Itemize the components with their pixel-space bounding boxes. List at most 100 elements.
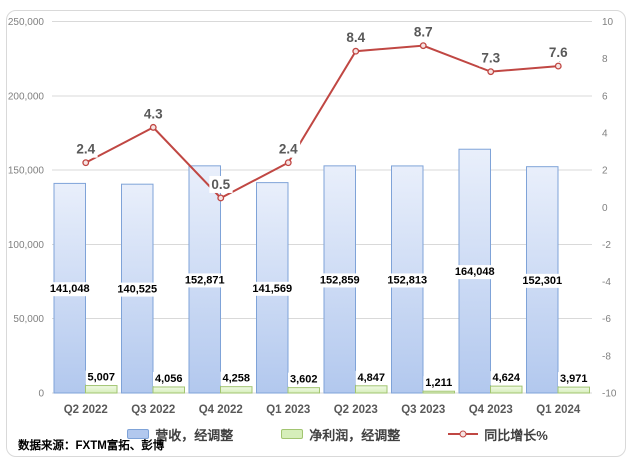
- net-profit-bar: [490, 385, 523, 394]
- revenue-value-label-backing: [452, 265, 497, 280]
- yoy-point-marker: [82, 159, 90, 167]
- chart-legend: 营收，经调整 净利润，经调整 同比增长%: [0, 424, 635, 444]
- legend-item-yoy-growth: 同比增长%: [448, 425, 548, 444]
- yoy-point-label: 0.5: [211, 177, 230, 192]
- yoy-point-marker: [284, 159, 292, 167]
- revenue-value-label-backing: [115, 282, 160, 297]
- net-profit-value-label-backing: [355, 370, 388, 385]
- right-axis-tick: -10: [602, 389, 617, 400]
- net-profit-value-label-backing: [287, 372, 320, 387]
- left-axis-tick: 250,000: [8, 17, 45, 28]
- net-profit-value-label-backing: [152, 371, 185, 386]
- left-axis-tick: 0: [38, 389, 44, 400]
- net-profit-value-label: 3,971: [560, 373, 588, 385]
- revenue-value-label: 141,569: [252, 283, 292, 295]
- revenue-value-label-backing: [385, 273, 430, 288]
- legend-label-revenue: 营收，经调整: [155, 427, 234, 443]
- yoy-point-label: 4.3: [144, 106, 163, 121]
- x-axis-label: Q4 2023: [469, 404, 513, 416]
- yoy-point-label: 8.7: [414, 25, 433, 40]
- net-profit-bar: [85, 385, 118, 394]
- yoy-growth-line: [85, 44, 559, 200]
- net-profit-value-label: 3,602: [290, 374, 318, 386]
- net-profit-bar: [287, 387, 320, 394]
- left-axis-tick: 200,000: [8, 91, 45, 102]
- x-axis-label: Q3 2023: [401, 404, 445, 416]
- right-axis-tick: -4: [602, 277, 611, 288]
- yoy-point-label-backing: [141, 105, 166, 123]
- right-axis-tick: 0: [602, 203, 608, 214]
- net-profit-bar: [355, 385, 388, 394]
- revenue-value-label-backing: [250, 281, 295, 296]
- x-axis-label: Q4 2022: [199, 404, 243, 416]
- revenue-value-label: 152,813: [387, 274, 427, 286]
- yoy-point-label-backing: [546, 44, 571, 62]
- revenue-value-label: 152,301: [522, 275, 562, 287]
- net-profit-value-label: 5,007: [87, 372, 115, 384]
- left-axis-tick: 100,000: [8, 240, 45, 251]
- yoy-point-label: 8.4: [346, 30, 365, 45]
- data-source-note: 数据来源：FXTM富拓、彭博: [18, 440, 165, 452]
- right-axis-tick: 6: [602, 91, 608, 102]
- right-axis-tick: -8: [602, 351, 611, 362]
- yoy-point-marker: [419, 42, 427, 50]
- revenue-value-label-backing: [317, 273, 362, 288]
- net-profit-bar: [220, 386, 253, 394]
- yoy-point-label: 2.4: [76, 142, 95, 157]
- yoy-point-marker: [217, 194, 225, 202]
- revenue-value-label-backing: [520, 273, 565, 288]
- yoy-point-marker: [149, 123, 157, 131]
- yoy-point-label-backing: [411, 23, 435, 41]
- x-axis-label: Q2 2023: [334, 404, 378, 416]
- right-axis-tick: 2: [602, 166, 608, 177]
- right-axis-tick: -2: [602, 240, 611, 251]
- revenue-value-label: 141,048: [50, 283, 90, 295]
- yoy-point-label-backing: [209, 175, 233, 193]
- yoy-point-label: 7.3: [481, 51, 500, 66]
- net-profit-value-label-backing: [557, 372, 590, 387]
- right-axis-tick: 10: [602, 17, 614, 28]
- right-axis-tick: -6: [602, 314, 611, 325]
- yoy-line-swatch-icon: [448, 429, 479, 439]
- right-axis-tick: 8: [602, 54, 608, 65]
- net-profit-value-label: 4,847: [357, 372, 385, 384]
- net-profit-value-label-backing: [85, 370, 118, 385]
- revenue-value-label: 152,871: [185, 274, 225, 286]
- left-axis-tick: 150,000: [8, 166, 45, 177]
- yoy-point-label-backing: [479, 49, 503, 67]
- net-profit-bar-swatch-icon: [281, 429, 304, 439]
- net-profit-bar: [152, 386, 185, 394]
- yoy-point-marker: [487, 68, 495, 76]
- net-profit-value-label: 4,056: [155, 373, 183, 385]
- x-axis-label: Q1 2023: [266, 404, 310, 416]
- net-profit-value-label: 4,258: [222, 373, 250, 385]
- net-profit-value-label: 1,211: [425, 377, 452, 389]
- legend-item-revenue: 营收，经调整: [127, 425, 233, 444]
- net-profit-value-label-backing: [490, 371, 523, 386]
- x-axis-label: Q1 2024: [536, 404, 581, 416]
- yoy-point-marker: [352, 47, 360, 55]
- yoy-point-label-backing: [344, 29, 368, 47]
- yoy-point-label: 2.4: [279, 142, 298, 157]
- x-axis-label: Q2 2022: [64, 404, 108, 416]
- revenue-value-label-backing: [47, 282, 92, 297]
- revenue-value-label: 152,859: [320, 274, 360, 286]
- yoy-point-label-backing: [74, 140, 98, 158]
- revenue-bar-swatch-icon: [127, 429, 150, 439]
- net-profit-value-label: 4,624: [492, 372, 520, 384]
- right-axis-tick: 4: [602, 128, 608, 139]
- x-axis-label: Q3 2022: [131, 404, 175, 416]
- left-axis-tick: 50,000: [13, 314, 44, 325]
- net-profit-bar: [422, 390, 455, 394]
- yoy-point-label-backing: [276, 140, 301, 158]
- legend-label-yoy-growth: 同比增长%: [484, 427, 548, 443]
- net-profit-value-label-backing: [220, 371, 253, 386]
- net-profit-bar: [557, 386, 590, 394]
- revenue-value-label: 140,525: [117, 284, 157, 296]
- yoy-point-marker: [554, 62, 562, 70]
- net-profit-value-label-backing: [423, 376, 455, 391]
- yoy-point-label: 7.6: [549, 45, 568, 60]
- legend-item-net-profit: 净利润，经调整: [281, 425, 400, 444]
- revenue-value-label: 164,048: [455, 266, 495, 278]
